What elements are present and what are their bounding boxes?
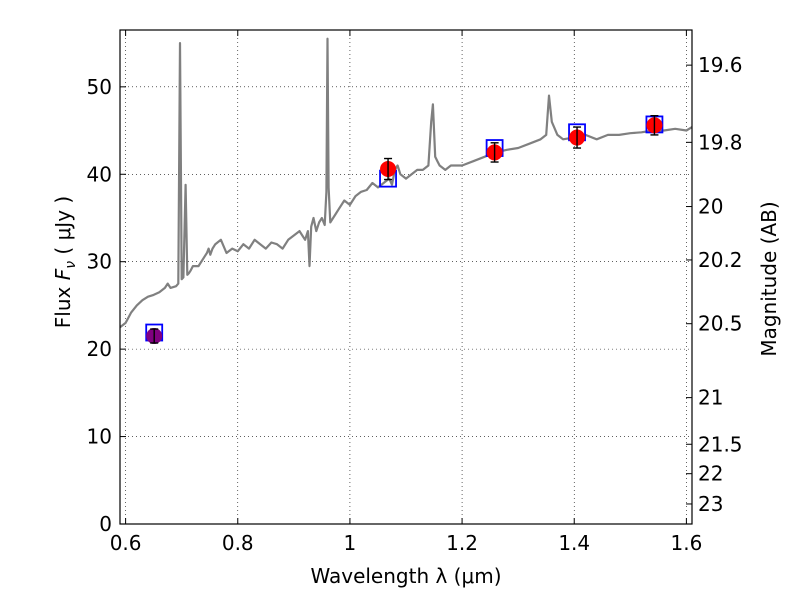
y-axis-title-text: Flux — [51, 280, 75, 328]
y-axis-title-subscript: ν — [63, 261, 79, 269]
photometry-points — [145, 114, 664, 345]
x-axis-title: Wavelength λ (μm) — [310, 564, 501, 588]
y-axis-title-units: ( μJy ) — [51, 196, 75, 261]
x-tick-label: 1 — [344, 531, 357, 555]
x-tick-label: 1.4 — [558, 531, 590, 555]
y-tick-label: 10 — [87, 425, 112, 449]
y-tick-label: 30 — [87, 250, 112, 274]
y2-axis-title: Magnitude (AB) — [757, 201, 781, 356]
y2-tick-label: 22 — [698, 462, 723, 486]
y-tick-label: 20 — [87, 337, 112, 361]
y-tick-label: 50 — [87, 75, 112, 99]
x-tick-label: 0.8 — [222, 531, 254, 555]
axis-ticks — [120, 30, 692, 525]
plot-frame — [119, 29, 693, 525]
y-axis-title-symbol: F — [51, 268, 75, 280]
x-tick-label: 0.6 — [110, 531, 142, 555]
spectrum-series — [120, 37, 692, 329]
y2-tick-label: 21.5 — [698, 432, 743, 456]
x-tick-label: 1.6 — [670, 531, 702, 555]
y2-tick-label: 23 — [698, 492, 723, 516]
spectrum-line — [120, 37, 692, 329]
y-axis-title: Flux Fν ( μJy ) — [51, 196, 79, 328]
axis-tick-labels: 0.6 0.8 1 1.2 1.4 1.6 0 10 20 30 40 50 19.6 19.8 20 20.… — [87, 53, 743, 555]
y2-tick-label: 20.5 — [698, 312, 743, 336]
x-tick-label: 1.2 — [446, 531, 478, 555]
y2-tick-label: 20.2 — [698, 248, 743, 272]
y-tick-label: 0 — [99, 512, 112, 536]
y-tick-label: 40 — [87, 162, 112, 186]
y2-tick-label: 19.8 — [698, 130, 743, 154]
y2-tick-label: 19.6 — [698, 53, 743, 77]
grid-lines — [120, 30, 692, 524]
y2-tick-label: 21 — [698, 386, 723, 410]
y2-tick-label: 20 — [698, 195, 723, 219]
